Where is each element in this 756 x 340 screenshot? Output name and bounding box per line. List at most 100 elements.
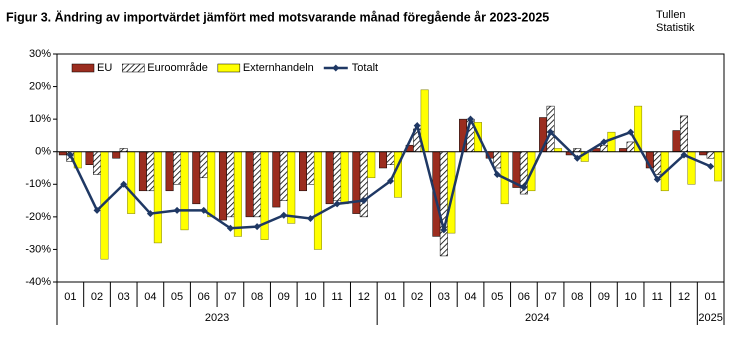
x-tick-label: 05 [491, 291, 503, 303]
line-marker [600, 138, 608, 146]
line-marker [413, 122, 421, 130]
x-tick-label: 12 [678, 291, 690, 303]
bar [138, 151, 147, 192]
x-tick-label: 04 [144, 291, 156, 303]
bar [93, 151, 102, 175]
line-marker [146, 210, 154, 218]
x-tick-label: 10 [624, 291, 636, 303]
x-tick-label: 12 [358, 291, 370, 303]
bar [173, 151, 182, 185]
bar [379, 151, 388, 169]
y-tick-label: 10% [29, 113, 51, 125]
bar [180, 151, 189, 231]
bar [599, 144, 608, 152]
x-tick-label: 08 [571, 291, 583, 303]
legend-label: Euroområde [147, 62, 208, 74]
bar [153, 151, 162, 244]
line-marker [627, 128, 635, 136]
bar [127, 151, 136, 214]
bar [359, 151, 368, 218]
bar [260, 151, 269, 240]
x-tick-label: 01 [705, 291, 717, 303]
x-tick-label: 03 [118, 291, 130, 303]
line-marker [93, 206, 101, 214]
y-tick-label: 20% [29, 80, 51, 92]
y-tick-label: -40% [25, 276, 51, 288]
bar [626, 141, 635, 152]
x-tick-label: 07 [544, 291, 556, 303]
group-label: 2023 [205, 312, 229, 324]
line-marker [333, 200, 341, 208]
x-tick-label: 01 [384, 291, 396, 303]
bar [386, 151, 395, 165]
bar [706, 151, 715, 159]
line-marker [493, 171, 501, 179]
bar [714, 151, 723, 182]
line-marker [653, 175, 661, 183]
bar [85, 151, 94, 165]
bar [279, 151, 288, 201]
x-tick-label: 06 [518, 291, 530, 303]
legend-swatch [332, 64, 340, 72]
bar [165, 151, 174, 192]
y-tick-label: -20% [25, 211, 51, 223]
bar [333, 151, 342, 201]
bar [287, 151, 296, 224]
line-marker [573, 154, 581, 162]
line-marker [467, 115, 475, 123]
x-tick-label: 11 [652, 291, 663, 303]
bar [306, 151, 315, 185]
bar [245, 151, 254, 218]
legend-label: Totalt [352, 62, 378, 74]
bar [272, 151, 281, 208]
bar [233, 151, 242, 237]
y-tick-label: -30% [25, 243, 51, 255]
line-marker [440, 226, 448, 234]
group-label: 2024 [525, 312, 549, 324]
bar [439, 151, 448, 257]
bar [653, 151, 662, 175]
line-marker [306, 214, 314, 222]
legend-swatch [71, 63, 95, 73]
bar [299, 151, 307, 192]
group-label: 2025 [698, 312, 722, 324]
y-tick-label: -10% [25, 178, 51, 190]
line-marker [226, 224, 234, 232]
y-tick-label: 30% [29, 48, 51, 60]
x-tick-label: 02 [91, 291, 103, 303]
x-tick-label: 03 [438, 291, 450, 303]
line-marker [387, 177, 394, 185]
bar [325, 151, 334, 205]
x-tick-label: 04 [464, 291, 476, 303]
bar [192, 151, 201, 205]
bar [207, 151, 216, 218]
bar [607, 131, 616, 152]
source-label: Tullen [656, 9, 686, 21]
bar [367, 151, 376, 179]
line-marker [253, 223, 261, 231]
x-tick-label: 09 [598, 291, 610, 303]
x-tick-label: 07 [224, 291, 236, 303]
bar [146, 151, 155, 192]
line-marker [707, 162, 715, 170]
line-marker [520, 184, 528, 192]
x-tick-label: 02 [411, 291, 423, 303]
source-label: Statistik [656, 22, 695, 34]
line-marker [680, 151, 688, 159]
line-marker [280, 211, 288, 219]
bar [679, 115, 688, 152]
y-tick-label: 0% [35, 146, 51, 158]
bar [226, 151, 235, 218]
x-tick-label: 08 [251, 291, 263, 303]
legend-swatch [217, 63, 241, 73]
legend-label: Externhandeln [243, 62, 314, 74]
x-tick-label: 11 [331, 291, 342, 303]
line-marker [200, 206, 208, 214]
line-marker [360, 197, 368, 205]
line-marker [547, 128, 555, 136]
bar [313, 151, 322, 250]
bar [340, 151, 349, 205]
line-marker [120, 180, 128, 188]
line-marker [173, 206, 181, 214]
